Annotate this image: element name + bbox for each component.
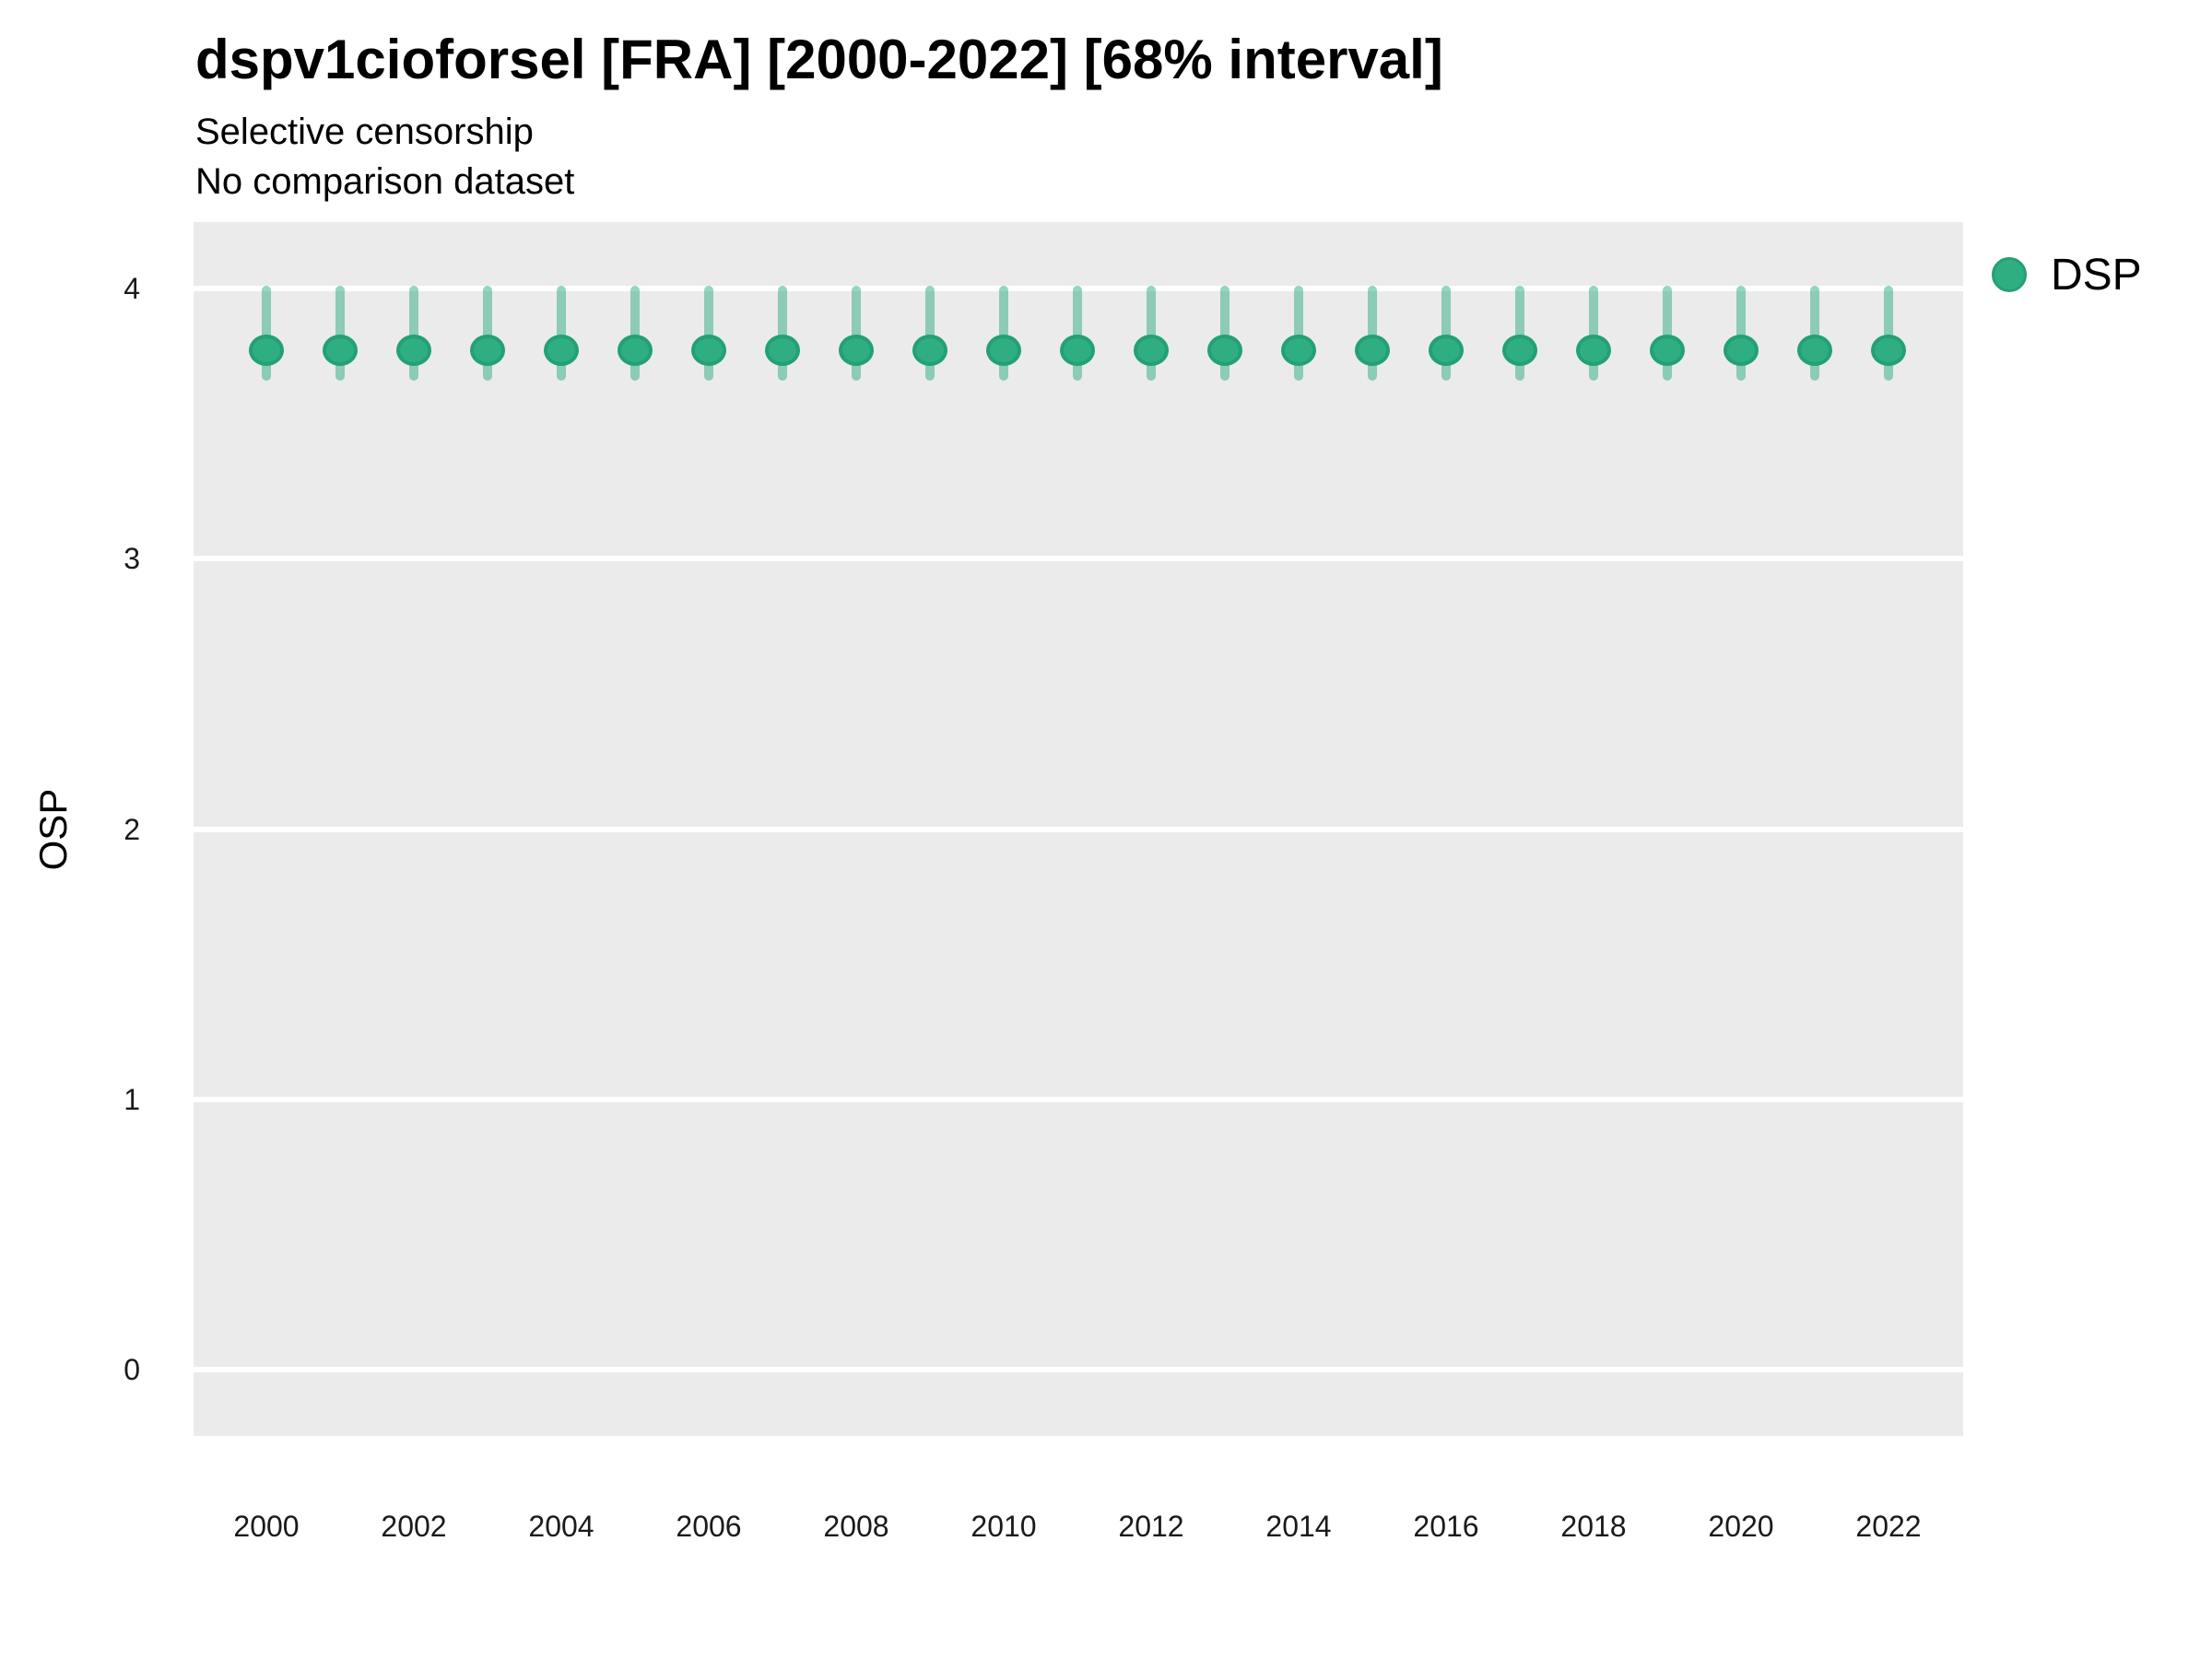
x-tick-label-2006: 2006 — [676, 1510, 742, 1543]
data-point-2010 — [986, 335, 1021, 367]
y-tick-label-0: 0 — [124, 1353, 140, 1386]
x-tick-label-2000: 2000 — [233, 1510, 300, 1543]
interval-bar-2022 — [1884, 286, 1893, 381]
y-tick-label-2: 2 — [124, 812, 140, 846]
interval-bar-2006 — [704, 286, 713, 381]
data-point-2011 — [1060, 335, 1095, 367]
data-point-2018 — [1576, 335, 1611, 367]
interval-bar-2018 — [1589, 286, 1598, 381]
data-point-2005 — [618, 335, 653, 367]
interval-bar-2017 — [1515, 286, 1524, 381]
data-point-2017 — [1502, 335, 1537, 367]
y-tick-label-4: 4 — [124, 272, 140, 305]
x-tick-label-2002: 2002 — [381, 1510, 447, 1543]
legend-swatch-dsp — [1992, 257, 2027, 292]
interval-bar-2021 — [1810, 286, 1819, 381]
data-point-2002 — [396, 335, 431, 367]
data-point-2007 — [765, 335, 800, 367]
x-tick-label-2008: 2008 — [823, 1510, 889, 1543]
y-tick-label-3: 3 — [124, 542, 140, 576]
data-point-2020 — [1724, 335, 1759, 367]
data-point-2006 — [691, 335, 726, 367]
interval-bar-2008 — [852, 286, 861, 381]
data-point-2012 — [1134, 335, 1169, 367]
interval-bar-2007 — [778, 286, 787, 381]
data-point-2009 — [912, 335, 947, 367]
interval-bar-2000 — [262, 286, 271, 381]
x-tick-label-2022: 2022 — [1855, 1510, 1922, 1543]
data-point-2004 — [544, 335, 579, 367]
data-point-2000 — [249, 335, 284, 367]
interval-bar-2020 — [1736, 286, 1746, 381]
data-point-2003 — [470, 335, 505, 367]
interval-bar-2005 — [630, 286, 640, 381]
page-title: dspv1cioforsel [FRA] [2000-2022] [68% in… — [195, 29, 1443, 90]
gridline-y-1 — [194, 1096, 1963, 1102]
gridline-y-0 — [194, 1367, 1963, 1372]
x-tick-label-2018: 2018 — [1560, 1510, 1627, 1543]
data-point-2013 — [1207, 335, 1242, 367]
x-tick-label-2012: 2012 — [1118, 1510, 1184, 1543]
x-tick-label-2014: 2014 — [1265, 1510, 1332, 1543]
interval-bar-2014 — [1294, 286, 1303, 381]
gridline-y-3 — [194, 556, 1963, 562]
legend-label: DSP — [2051, 250, 2142, 300]
data-point-2019 — [1650, 335, 1685, 367]
data-point-2022 — [1871, 335, 1906, 367]
legend: DSP — [1992, 249, 2142, 300]
interval-bar-2019 — [1663, 286, 1672, 381]
y-tick-label-1: 1 — [124, 1082, 140, 1116]
interval-bar-2003 — [483, 286, 492, 381]
data-point-2001 — [323, 335, 358, 367]
data-point-2021 — [1797, 335, 1832, 367]
x-tick-label-2004: 2004 — [528, 1510, 594, 1543]
x-tick-label-2020: 2020 — [1708, 1510, 1774, 1543]
gridline-y-2 — [194, 826, 1963, 832]
subtitle-line-1: Selective censorship — [195, 112, 534, 152]
chart-subtitle: Selective censorship No comparison datas… — [195, 107, 574, 206]
data-point-2016 — [1429, 335, 1464, 367]
interval-bar-2002 — [409, 286, 418, 381]
interval-bar-2010 — [999, 286, 1008, 381]
interval-bar-2011 — [1073, 286, 1082, 381]
interval-bar-2013 — [1220, 286, 1230, 381]
data-point-2015 — [1355, 335, 1390, 367]
interval-bar-2015 — [1368, 286, 1377, 381]
interval-bar-2012 — [1147, 286, 1156, 381]
subtitle-line-2: No comparison dataset — [195, 161, 575, 202]
x-tick-label-2010: 2010 — [971, 1510, 1037, 1543]
x-tick-label-2016: 2016 — [1413, 1510, 1479, 1543]
interval-bar-2004 — [557, 286, 566, 381]
data-point-2014 — [1281, 335, 1316, 367]
interval-bar-2016 — [1441, 286, 1451, 381]
interval-bar-2009 — [925, 286, 935, 381]
data-point-2008 — [839, 335, 874, 367]
interval-bar-2001 — [335, 286, 345, 381]
